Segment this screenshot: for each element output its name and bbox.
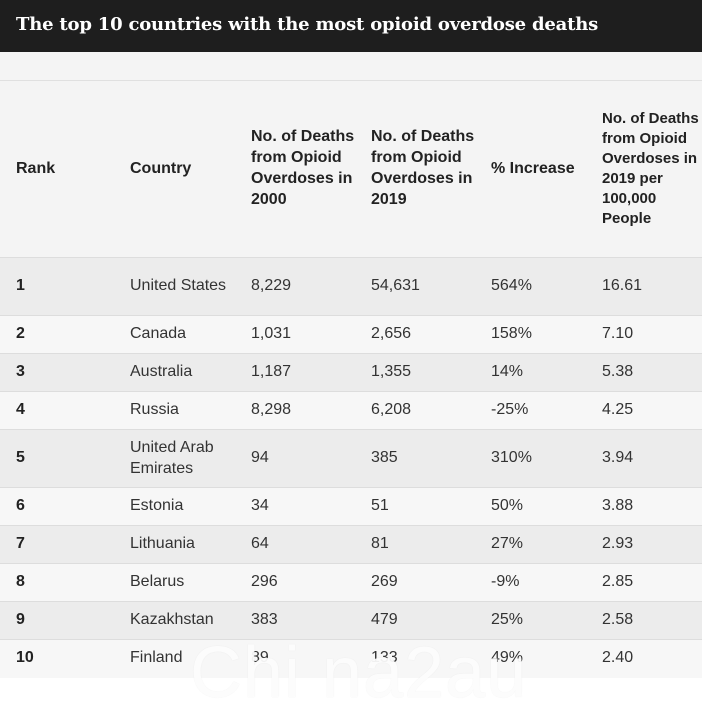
title-bar: The top 10 countries with the most opioi… [0, 0, 702, 52]
deaths-per-100k-cell: 2.93 [590, 525, 702, 564]
percent-increase-cell: 49% [475, 639, 590, 678]
deaths-per-100k-cell: 16.61 [590, 257, 702, 316]
rank-cell: 6 [0, 487, 114, 526]
deaths-per-100k-cell: 5.38 [590, 353, 702, 392]
percent-increase-cell: 310% [475, 429, 590, 488]
percent-increase-cell: 564% [475, 257, 590, 316]
deaths-2019-cell: 269 [355, 563, 475, 602]
deaths-2019-cell: 479 [355, 601, 475, 640]
rank-cell: 2 [0, 315, 114, 354]
rank-cell: 7 [0, 525, 114, 564]
deaths-2000-cell: 8,298 [235, 391, 355, 430]
header-spacer [0, 52, 702, 81]
deaths-2019-cell: 51 [355, 487, 475, 526]
header-rank: Rank [0, 81, 114, 258]
percent-increase-cell: 25% [475, 601, 590, 640]
deaths-2019-cell: 54,631 [355, 257, 475, 316]
deaths-2019-cell: 133 [355, 639, 475, 678]
header-country: Country [114, 81, 235, 258]
country-cell: Lithuania [114, 525, 235, 564]
rank-cell: 4 [0, 391, 114, 430]
country-cell: Canada [114, 315, 235, 354]
rank-cell: 1 [0, 257, 114, 316]
deaths-2000-cell: 1,187 [235, 353, 355, 392]
table-row: 6 Estonia 34 51 50% 3.88 [0, 487, 702, 526]
table-row: 4 Russia 8,298 6,208 -25% 4.25 [0, 391, 702, 430]
table-row: 10 Finland 89 133 49% 2.40 [0, 639, 702, 678]
deaths-per-100k-cell: 2.40 [590, 639, 702, 678]
percent-increase-cell: 27% [475, 525, 590, 564]
deaths-2000-cell: 64 [235, 525, 355, 564]
header-deaths-2000: No. of Deaths from Opioid Overdoses in 2… [235, 81, 355, 258]
table-row: 7 Lithuania 64 81 27% 2.93 [0, 525, 702, 564]
deaths-2000-cell: 34 [235, 487, 355, 526]
header-deaths-per-100k: No. of Deaths from Opioid Overdoses in 2… [590, 81, 702, 258]
deaths-2000-cell: 94 [235, 429, 355, 488]
rank-cell: 5 [0, 429, 114, 488]
table-row: 5 United Arab Emirates 94 385 310% 3.94 [0, 429, 702, 488]
page-title: The top 10 countries with the most opioi… [16, 14, 599, 35]
deaths-per-100k-cell: 7.10 [590, 315, 702, 354]
rank-cell: 3 [0, 353, 114, 392]
deaths-per-100k-cell: 2.58 [590, 601, 702, 640]
rank-cell: 10 [0, 639, 114, 678]
country-cell: Australia [114, 353, 235, 392]
country-cell: United States [114, 257, 235, 316]
country-cell: Belarus [114, 563, 235, 602]
deaths-per-100k-cell: 3.94 [590, 429, 702, 488]
rank-cell: 8 [0, 563, 114, 602]
table-row: 2 Canada 1,031 2,656 158% 7.10 [0, 315, 702, 354]
table-body: 1 United States 8,229 54,631 564% 16.61 … [0, 257, 702, 678]
deaths-per-100k-cell: 2.85 [590, 563, 702, 602]
percent-increase-cell: 14% [475, 353, 590, 392]
percent-increase-cell: 50% [475, 487, 590, 526]
table-row: 9 Kazakhstan 383 479 25% 2.58 [0, 601, 702, 640]
country-cell: Estonia [114, 487, 235, 526]
deaths-2000-cell: 89 [235, 639, 355, 678]
table-row: 8 Belarus 296 269 -9% 2.85 [0, 563, 702, 602]
table-row: 3 Australia 1,187 1,355 14% 5.38 [0, 353, 702, 392]
rank-cell: 9 [0, 601, 114, 640]
country-cell: Kazakhstan [114, 601, 235, 640]
percent-increase-cell: -25% [475, 391, 590, 430]
deaths-2019-cell: 1,355 [355, 353, 475, 392]
country-cell: United Arab Emirates [114, 429, 235, 488]
deaths-per-100k-cell: 4.25 [590, 391, 702, 430]
header-row: Rank Country No. of Deaths from Opioid O… [0, 81, 702, 258]
header-percent-increase: % Increase [475, 81, 590, 258]
deaths-per-100k-cell: 3.88 [590, 487, 702, 526]
deaths-2000-cell: 383 [235, 601, 355, 640]
percent-increase-cell: -9% [475, 563, 590, 602]
deaths-2019-cell: 2,656 [355, 315, 475, 354]
table-row: 1 United States 8,229 54,631 564% 16.61 [0, 257, 702, 316]
deaths-2000-cell: 8,229 [235, 257, 355, 316]
country-cell: Russia [114, 391, 235, 430]
deaths-2019-cell: 385 [355, 429, 475, 488]
header-deaths-2019: No. of Deaths from Opioid Overdoses in 2… [355, 81, 475, 258]
deaths-2019-cell: 81 [355, 525, 475, 564]
table-header: Rank Country No. of Deaths from Opioid O… [0, 81, 702, 258]
opioid-deaths-table: Rank Country No. of Deaths from Opioid O… [0, 81, 702, 678]
deaths-2000-cell: 1,031 [235, 315, 355, 354]
deaths-2000-cell: 296 [235, 563, 355, 602]
country-cell: Finland [114, 639, 235, 678]
percent-increase-cell: 158% [475, 315, 590, 354]
deaths-2019-cell: 6,208 [355, 391, 475, 430]
